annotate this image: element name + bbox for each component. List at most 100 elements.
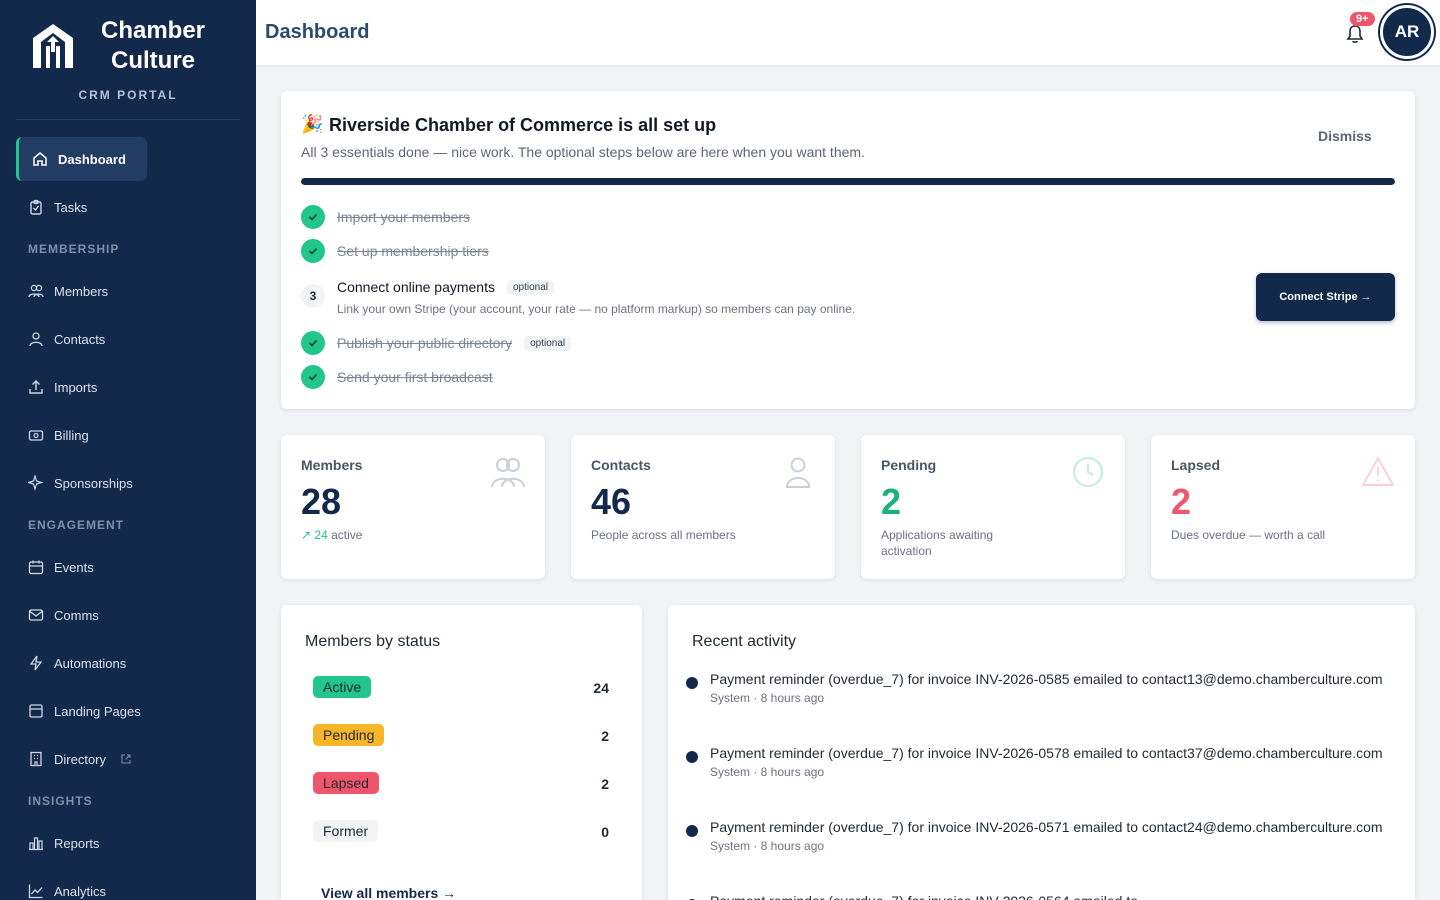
setup-card: 🎉 Riverside Chamber of Commerce is all s…	[281, 91, 1415, 409]
user-icon	[785, 457, 811, 488]
activity-item: Payment reminder (overdue_7) for invoice…	[686, 743, 1386, 779]
avatar[interactable]: AR	[1380, 5, 1434, 59]
activity-text: Payment reminder (overdue_7) for invoice…	[710, 819, 1383, 835]
stat-subtext: Applications awaiting activation	[881, 528, 994, 558]
sidebar-item-comms[interactable]: Comms	[16, 593, 236, 637]
bar-chart-icon	[29, 837, 43, 851]
optional-tag: optional	[524, 335, 572, 351]
sidebar-item-contacts[interactable]: Contacts	[16, 317, 236, 361]
stat-label: Lapsed	[1171, 457, 1221, 473]
building-icon	[30, 751, 42, 767]
chamber-logo-icon	[33, 24, 73, 68]
sidebar-item-billing[interactable]: Billing	[16, 413, 236, 457]
brand: Chamber Culture CRM PORTAL	[0, 0, 256, 120]
lightning-icon	[29, 655, 43, 671]
timeline-dot	[686, 825, 698, 837]
status-count: 2	[601, 776, 609, 792]
sidebar-item-label: Analytics	[54, 883, 107, 899]
status-badge-lapsed[interactable]: Lapsed	[313, 772, 379, 794]
connect-stripe-button[interactable]: Connect Stripe →	[1256, 273, 1395, 321]
step-label[interactable]: Send your first broadcast	[337, 369, 493, 385]
setup-step: Publish your public directory optional	[301, 331, 572, 355]
active-count: 24	[314, 528, 328, 542]
sidebar-item-label: Imports	[54, 379, 98, 395]
brand-title: Chamber Culture	[100, 17, 206, 74]
stat-subtext: People across all members	[591, 528, 736, 542]
activity-meta: System · 8 hours ago	[710, 765, 825, 779]
sidebar-item-label: Landing Pages	[54, 703, 141, 719]
activity-text: Payment reminder (overdue_7) for invoice…	[710, 671, 1383, 687]
sidebar-item-members[interactable]: Members	[16, 269, 236, 313]
stat-card-pending[interactable]: Pending 2 Applications awaiting activati…	[861, 435, 1125, 579]
sidebar-item-directory[interactable]: Directory	[16, 737, 236, 781]
users-icon	[28, 284, 44, 298]
status-badge-former[interactable]: Former	[313, 820, 379, 842]
top-bar: Dashboard 9+ AR	[256, 0, 1440, 66]
sidebar-item-label: Members	[54, 283, 109, 299]
users-icon	[491, 458, 525, 488]
clipboard-icon	[30, 199, 42, 215]
mail-icon	[28, 609, 44, 621]
timeline-dot	[686, 751, 698, 763]
sidebar-item-imports[interactable]: Imports	[16, 365, 236, 409]
stat-card-contacts[interactable]: Contacts 46 People across all members	[571, 435, 835, 579]
party-icon: 🎉	[301, 114, 324, 134]
home-icon	[33, 152, 47, 166]
recent-activity-card: Recent activity Payment reminder (overdu…	[668, 605, 1415, 900]
notification-badge: 9+	[1350, 12, 1375, 26]
setup-subtitle: All 3 essentials done — nice work. The o…	[301, 144, 865, 160]
step-label[interactable]: Set up membership tiers	[337, 243, 489, 259]
step-label[interactable]: Connect online payments	[337, 279, 495, 295]
step-label[interactable]: Import your members	[337, 209, 471, 225]
stat-label: Members	[301, 457, 363, 473]
sidebar-item-label: Events	[54, 559, 94, 575]
status-count: 0	[601, 824, 609, 840]
stat-value: 46	[591, 481, 632, 522]
sidebar-item-label: Dashboard	[58, 151, 126, 167]
setup-progress-fill	[301, 178, 1395, 185]
sidebar-item-label: Sponsorships	[54, 475, 133, 491]
clock-icon	[1073, 457, 1103, 487]
status-badge-active[interactable]: Active	[313, 676, 372, 698]
dismiss-button[interactable]: Dismiss	[1318, 128, 1372, 144]
user-icon	[29, 332, 43, 347]
active-label: active	[331, 528, 363, 542]
page-icon	[29, 704, 43, 718]
stat-card-members[interactable]: Members 28 ↗ 24 active	[281, 435, 545, 579]
sidebar-item-sponsorships[interactable]: Sponsorships	[16, 461, 236, 505]
card-title: Recent activity	[692, 633, 797, 650]
setup-step: 3 Connect online payments optional	[301, 279, 555, 308]
step-number: 3	[301, 284, 325, 308]
sidebar-item-landing-pages[interactable]: Landing Pages	[16, 689, 236, 733]
sidebar-item-dashboard[interactable]: Dashboard	[16, 137, 147, 181]
stat-value: 2	[1171, 481, 1192, 522]
stat-subtext: Dues overdue — worth a call	[1171, 528, 1326, 542]
members-by-status-card: Members by status Active 24 Pending 2 La…	[281, 605, 642, 900]
sidebar-item-label: Contacts	[54, 331, 106, 347]
sidebar-item-tasks[interactable]: Tasks	[16, 185, 236, 229]
sidebar-item-label: Reports	[54, 835, 100, 851]
sparkle-icon	[28, 475, 44, 491]
status-badge-pending[interactable]: Pending	[313, 724, 385, 746]
activity-item: Payment reminder (overdue_7) for invoice…	[686, 669, 1386, 705]
activity-item: Payment reminder (overdue_7) for invoice…	[686, 891, 1386, 900]
external-link-icon	[121, 754, 131, 764]
activity-meta: System · 8 hours ago	[710, 839, 825, 853]
step-description: Link your own Stripe (your account, your…	[337, 302, 856, 316]
timeline-dot	[686, 677, 698, 689]
brand-subtitle: CRM PORTAL	[78, 88, 178, 102]
sidebar-item-label: Tasks	[54, 199, 88, 215]
sidebar-item-automations[interactable]: Automations	[16, 641, 236, 685]
stat-card-lapsed[interactable]: Lapsed 2 Dues overdue — worth a call	[1151, 435, 1415, 579]
stat-label: Pending	[881, 457, 937, 473]
stat-value: 2	[881, 481, 902, 522]
sidebar-item-reports[interactable]: Reports	[16, 821, 236, 865]
bell-icon[interactable]	[1345, 24, 1365, 44]
sidebar-item-analytics[interactable]: Analytics	[16, 869, 236, 900]
status-count: 24	[593, 680, 609, 696]
optional-tag: optional	[507, 279, 555, 295]
sidebar-item-events[interactable]: Events	[16, 545, 236, 589]
view-all-members-link[interactable]: View all members →	[321, 885, 457, 900]
sidebar-item-label: Automations	[54, 655, 127, 671]
step-label[interactable]: Publish your public directory	[337, 335, 513, 351]
